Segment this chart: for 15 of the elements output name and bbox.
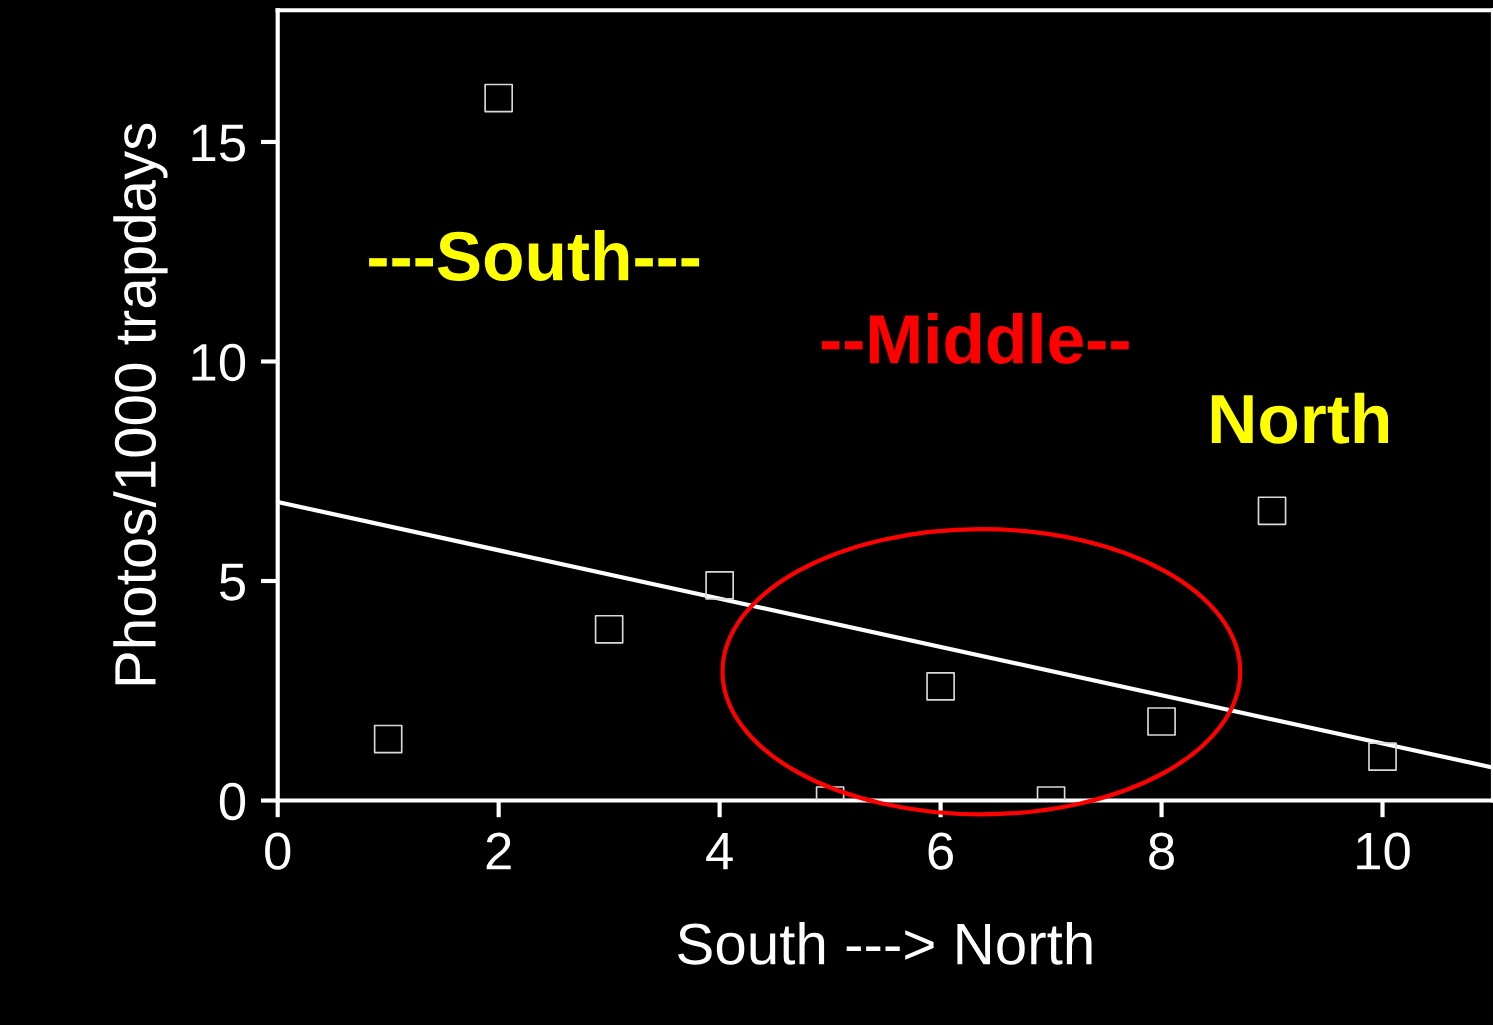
- y-axis-title: Photos/1000 trapdays: [113, 123, 168, 685]
- x-tick-label: 2: [486, 832, 511, 870]
- y-tick-label: 5: [219, 563, 245, 601]
- x-tick-label: 8: [1149, 832, 1174, 870]
- x-tick-label: 0: [265, 832, 291, 870]
- y-tick-label: 15: [192, 124, 245, 162]
- annotation: --Middle--: [821, 312, 1129, 364]
- x-tick-label: 4: [706, 833, 733, 870]
- y-tick-label: 0: [219, 782, 246, 821]
- x-axis-title: South ---> North: [678, 921, 1092, 965]
- x-tick-label: 6: [928, 832, 953, 870]
- annotation: North: [1211, 392, 1389, 444]
- x-tick-label: 10: [1357, 832, 1410, 870]
- annotation: ---South---: [369, 229, 700, 281]
- y-tick-label: 10: [192, 343, 246, 382]
